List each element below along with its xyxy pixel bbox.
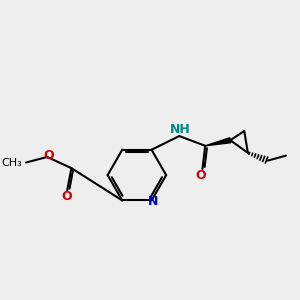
Text: O: O — [196, 169, 206, 182]
Polygon shape — [205, 138, 231, 146]
Text: N: N — [148, 195, 158, 208]
Text: CH₃: CH₃ — [2, 158, 22, 167]
Text: O: O — [43, 149, 54, 162]
Text: NH: NH — [169, 123, 190, 136]
Text: O: O — [61, 190, 72, 203]
